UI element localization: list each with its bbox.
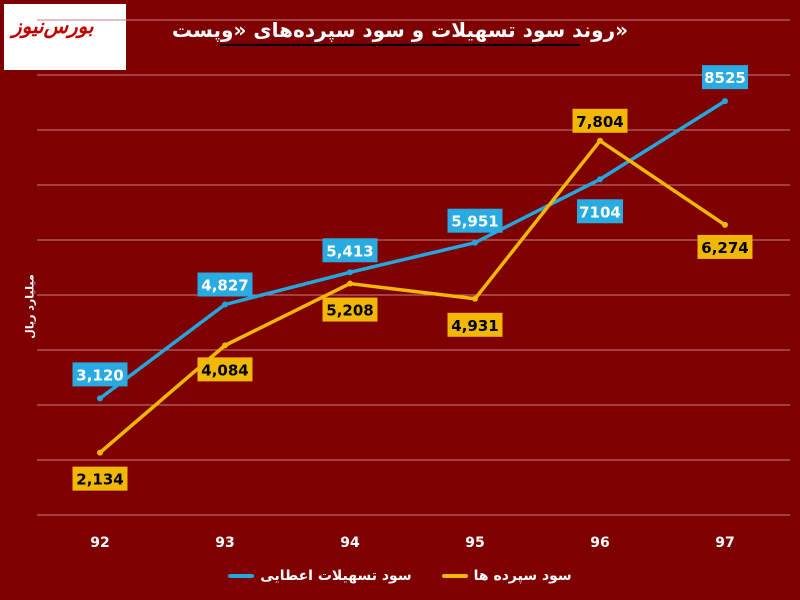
x-tick-label: 96 xyxy=(590,535,609,551)
data-point-series-2 xyxy=(97,449,103,456)
data-point-series-1 xyxy=(722,98,728,105)
x-tick-label: 94 xyxy=(340,535,360,551)
data-label-box-series-1 xyxy=(197,272,253,297)
data-label-box-series-2 xyxy=(447,312,503,337)
data-label-series-2: 6,274 xyxy=(701,239,748,257)
data-point-series-2 xyxy=(222,342,228,349)
data-label-series-1: 7104 xyxy=(579,203,621,221)
data-label-series-2: 7,804 xyxy=(576,113,623,131)
data-label-series-1: 5,413 xyxy=(326,242,373,260)
data-label-box-series-1 xyxy=(577,199,623,224)
data-point-series-1 xyxy=(472,239,478,246)
data-point-series-1 xyxy=(97,395,103,402)
legend-item-series-2: سود سپرده ها xyxy=(441,568,572,584)
data-label-series-2: 4,084 xyxy=(201,361,248,379)
data-point-series-1 xyxy=(597,176,603,183)
x-tick-label: 92 xyxy=(90,535,109,551)
data-label-series-1: 8525 xyxy=(704,69,746,87)
legend-label-series-2: سود سپرده ها xyxy=(473,568,572,584)
x-tick-label: 93 xyxy=(215,535,234,551)
legend-swatch-series-1 xyxy=(228,574,255,578)
data-label-series-1: 4,827 xyxy=(201,277,248,295)
data-label-box-series-2 xyxy=(322,297,378,322)
chart-title: روند سود تسهیلات و سود سپرده‌های «وپست» xyxy=(171,18,629,42)
data-label-box-series-1 xyxy=(702,65,748,90)
legend: سود تسهیلات اعطایی سود سپرده ها xyxy=(0,568,800,584)
data-point-series-2 xyxy=(472,295,478,302)
data-label-series-1: 5,951 xyxy=(451,213,498,231)
data-label-series-1: 3,120 xyxy=(76,366,123,384)
data-label-box-series-1 xyxy=(322,238,378,263)
legend-item-series-1: سود تسهیلات اعطایی xyxy=(228,568,412,584)
series-line-1 xyxy=(98,99,727,401)
data-point-series-2 xyxy=(347,280,353,287)
data-label-box-series-2 xyxy=(572,108,628,133)
title-underline xyxy=(220,44,580,46)
data-point-series-2 xyxy=(722,221,728,228)
data-label-box-series-2 xyxy=(697,234,753,259)
data-label-series-2: 2,134 xyxy=(76,471,123,489)
data-point-series-1 xyxy=(347,269,353,276)
series-line-2 xyxy=(98,139,727,455)
data-label-series-2: 4,931 xyxy=(451,317,498,335)
data-label-series-2: 5,208 xyxy=(326,302,373,320)
legend-swatch-series-2 xyxy=(441,574,468,578)
x-tick-label: 95 xyxy=(465,535,484,551)
data-label-box-series-2 xyxy=(197,357,253,382)
logo-text: بورس‌نیوز xyxy=(12,14,94,38)
logo: بورس‌نیوز xyxy=(4,4,126,70)
x-tick-label: 97 xyxy=(715,535,734,551)
data-label-box-series-1 xyxy=(447,208,503,233)
legend-label-series-1: سود تسهیلات اعطایی xyxy=(260,568,412,584)
data-label-box-series-2 xyxy=(72,466,128,491)
data-point-series-2 xyxy=(597,137,603,144)
data-label-box-series-1 xyxy=(72,362,128,387)
data-point-series-1 xyxy=(222,301,228,308)
